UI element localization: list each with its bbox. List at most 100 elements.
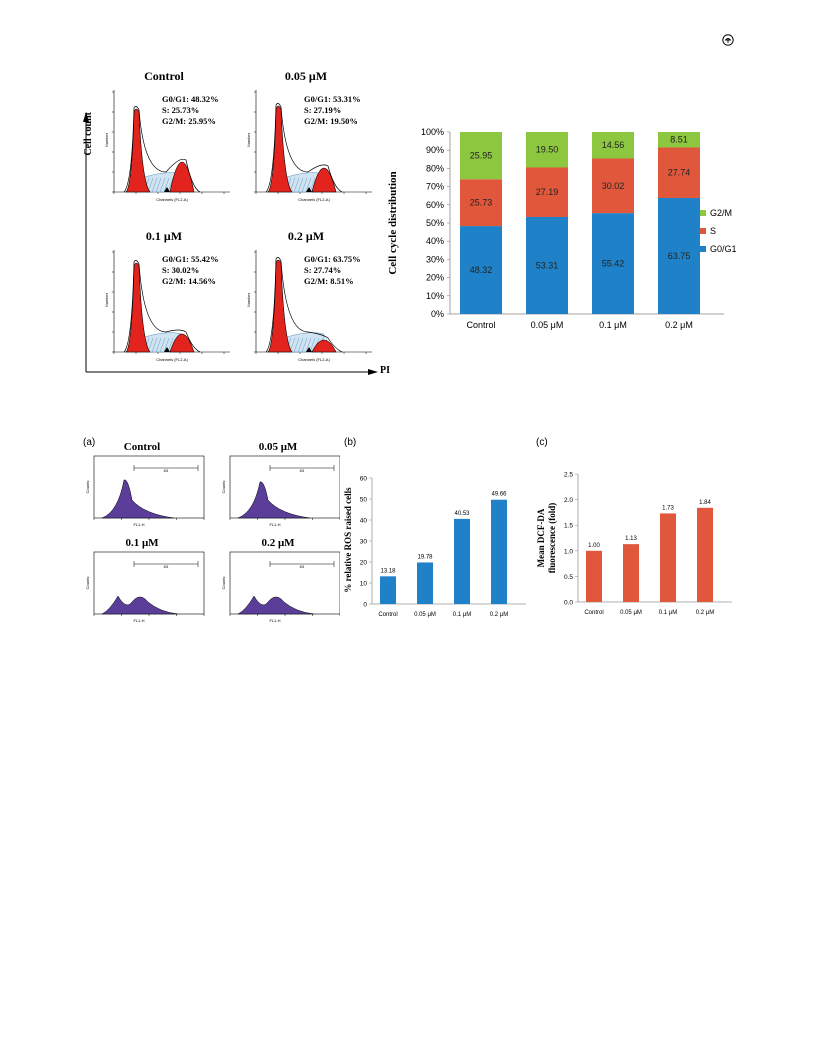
mini-ylabel: Number <box>104 132 109 147</box>
chart-dcf-category-label: 0.05 μM <box>620 610 642 616</box>
g2m-peak <box>311 167 337 193</box>
legend-swatch <box>700 246 706 252</box>
g0g1-value: G0/G1: 53.31% <box>304 94 361 104</box>
legend-swatch <box>700 228 706 234</box>
mini-xlabel: Channels (FL2-A) <box>298 357 330 362</box>
ros-panel-title: 0.2 μM <box>261 537 295 549</box>
mini-xlabel: Channels (FL2-A) <box>298 197 330 202</box>
g2m-value: G2/M: 14.56% <box>162 276 216 286</box>
g2m-peak <box>311 339 337 353</box>
histogram-envelope <box>265 257 343 353</box>
ros-flow-histograms: Control FL1-H Counts M1 0.05 μM FL1-H Counts M1… <box>85 441 340 623</box>
ros-mini-ylabel: Counts <box>221 577 226 590</box>
histogram-envelope <box>265 103 343 193</box>
gate-label: M1 <box>300 469 305 473</box>
stacked-bar-segment <box>658 147 700 198</box>
chart-dcf-value-label: 1.13 <box>625 536 637 542</box>
s-phase-value: S: 27.74% <box>304 265 341 275</box>
g0g1-peak <box>125 108 151 193</box>
chart-dcf-value-label: 1.84 <box>699 500 711 506</box>
gate-label: M1 <box>164 565 169 569</box>
chart-ros-category-label: 0.1 μM <box>453 612 471 618</box>
chart-dcf-ytick: 1.0 <box>564 548 573 555</box>
stacked-bar-segment <box>592 132 634 159</box>
flow-panel-2: 0.1 μM G0/G1: 55.42%S: 30.02%G2/M: 14.56%… <box>104 229 230 362</box>
mini-ylabel: Number <box>246 132 251 147</box>
chart-ros-category-label: Control <box>378 612 397 618</box>
stacked-bar-segment <box>526 216 568 314</box>
chart-ros-bar <box>417 562 433 604</box>
dcf-ylabel-line-1: Mean DCF-DA <box>536 508 546 567</box>
stacked-category-label: Control <box>466 320 495 330</box>
stacked-bar-segment <box>658 197 700 314</box>
g2m-value: G2/M: 25.95% <box>162 116 216 126</box>
stacked-ytick: 60% <box>426 200 444 210</box>
stacked-value-label: 48.32 <box>470 265 493 275</box>
ros-mini-xlabel: FL1-H <box>269 522 280 527</box>
ros-histogram <box>237 595 315 615</box>
stacked-value-label: 27.19 <box>536 187 559 197</box>
cell-cycle-flow-histograms: Cell count Control G0/G1: 48.32%S: 25.73%… <box>83 69 378 375</box>
ros-flow-panel-2: 0.1 μM FL1-H Counts M1 <box>85 537 205 623</box>
chart-ros-value-label: 49.66 <box>491 492 507 498</box>
gate-label: M1 <box>164 469 169 473</box>
stacked-ylabel: Cell cycle distribution <box>387 171 399 274</box>
stacked-category-label: 0.1 μM <box>599 320 627 330</box>
g0g1-value: G0/G1: 63.75% <box>304 254 361 264</box>
stacked-value-label: 8.51 <box>670 135 688 145</box>
stacked-value-label: 25.73 <box>470 198 493 208</box>
stacked-ytick: 70% <box>426 182 444 192</box>
g2m-peak <box>169 333 195 353</box>
chart-dcf-ytick: 0.0 <box>564 600 573 607</box>
flow-panel-title: 0.1 μM <box>146 229 182 243</box>
chart-dcf-value-label: 1.73 <box>662 505 674 511</box>
dcf-ylabel-line-2: fluorescence (fold) <box>547 503 557 574</box>
chart-ros-ytick: 0 <box>363 602 367 609</box>
g0g1-value: G0/G1: 55.42% <box>162 254 219 264</box>
ros-histogram <box>101 595 179 615</box>
flow-panel-1: 0.05 μM G0/G1: 53.31%S: 27.19%G2/M: 19.50… <box>246 69 372 202</box>
chart-dcf-category-label: 0.1 μM <box>659 610 677 616</box>
stacked-bar-segment <box>460 179 502 227</box>
ros-mini-xlabel: FL1-H <box>133 618 144 623</box>
ros-panel-title: 0.1 μM <box>125 537 159 549</box>
stacked-bar-segment <box>526 167 568 217</box>
chart-ros-ytick: 50 <box>360 497 368 504</box>
page-corner-icon <box>722 34 734 46</box>
chart-ros-ytick: 60 <box>360 476 368 483</box>
legend-swatch <box>700 210 706 216</box>
x-axis-label: PI <box>380 365 390 376</box>
stacked-ytick: 30% <box>426 254 444 264</box>
stacked-ytick: 0% <box>431 309 444 319</box>
chart-ros-value-label: 40.53 <box>454 511 470 517</box>
stacked-ytick: 80% <box>426 163 444 173</box>
stacked-value-label: 63.75 <box>668 251 691 261</box>
stacked-category-label: 0.2 μM <box>665 320 693 330</box>
stacked-value-label: 25.95 <box>470 151 493 161</box>
g0g1-value: G0/G1: 48.32% <box>162 94 219 104</box>
gate-label: M1 <box>300 565 305 569</box>
stacked-ytick: 100% <box>421 127 444 137</box>
dcf-bar-chart: 0.0 0.5 1.0 1.5 2.0 2.5 1.00 Control 1.13 0.05 μM… <box>536 472 732 616</box>
stacked-ytick: 10% <box>426 291 444 301</box>
s-phase-value: S: 25.73% <box>162 105 199 115</box>
chart-dcf-category-label: Control <box>584 610 603 616</box>
flow-panel-title: Control <box>144 69 184 83</box>
ros-mini-xlabel: FL1-H <box>269 618 280 623</box>
s-phase-value: S: 30.02% <box>162 265 199 275</box>
stacked-value-label: 30.02 <box>602 181 625 191</box>
stacked-value-label: 27.74 <box>668 168 691 178</box>
marker-arrow <box>164 187 170 192</box>
chart-ros-bar <box>454 518 470 604</box>
ros-mini-ylabel: Counts <box>85 481 90 494</box>
chart-ros-ytick: 10 <box>360 581 368 588</box>
stacked-bar-segment <box>592 158 634 214</box>
histogram-envelope <box>123 106 201 193</box>
stacked-ytick: 90% <box>426 145 444 155</box>
ros-mini-ylabel: Counts <box>85 577 90 590</box>
ros-bar-chart: 0 10 20 30 40 50 60 13.18 Control 19.78 0.05 μM 40.… <box>343 476 526 618</box>
chart-ros-ytick: 40 <box>360 518 368 525</box>
stacked-bar-segment <box>592 213 634 314</box>
ros-flow-panel-0: Control FL1-H Counts M1 <box>85 441 205 527</box>
chart-dcf-bar <box>660 513 676 602</box>
